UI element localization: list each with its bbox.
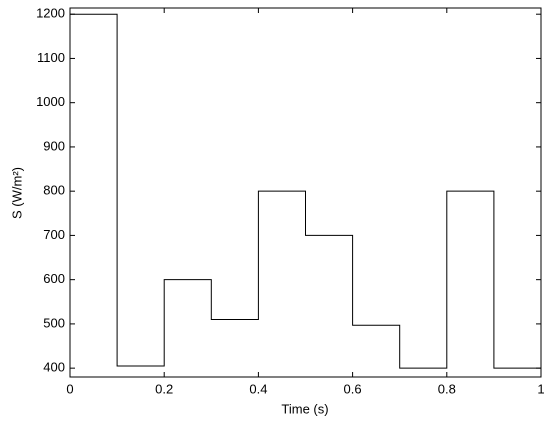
y-tick-label: 800 [43, 183, 65, 198]
y-tick-label: 500 [43, 315, 65, 330]
y-tick-label: 700 [43, 227, 65, 242]
y-tick-label: 900 [43, 138, 65, 153]
x-tick-label: 1 [537, 381, 544, 396]
data-line [70, 13, 541, 369]
y-tick-label: 1000 [36, 94, 65, 109]
y-axis-label: S (W/m²) [9, 167, 24, 219]
x-axis-label: Time (s) [281, 401, 328, 416]
x-tick-label: 0.2 [155, 381, 173, 396]
x-tick-label: 0 [66, 381, 73, 396]
x-tick-label: 0.4 [249, 381, 267, 396]
y-tick-label: 1100 [37, 50, 65, 65]
x-tick-label: 0.8 [438, 381, 456, 396]
y-tick-label: 600 [43, 271, 65, 286]
y-tick-label: 400 [43, 360, 65, 375]
x-tick-label: 0.6 [344, 381, 362, 396]
y-tick-label: 1200 [36, 6, 65, 21]
